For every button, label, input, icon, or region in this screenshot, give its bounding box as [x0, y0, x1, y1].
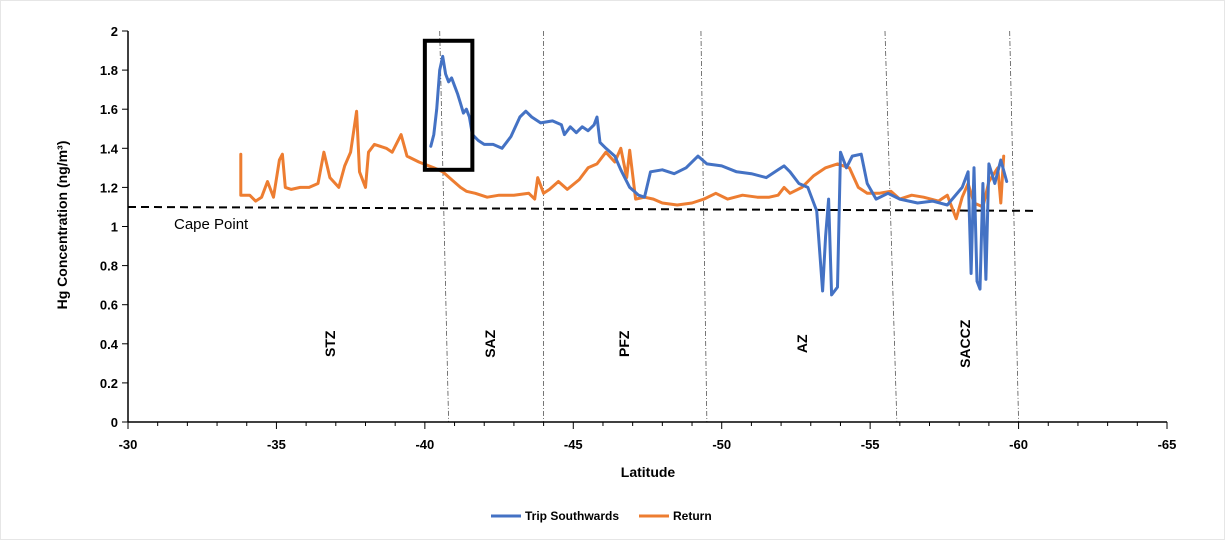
- zone-boundary-1: [439, 30, 450, 423]
- legend-label-trip-southwards: Trip Southwards: [525, 509, 619, 523]
- y-tick-label: 0.4: [100, 337, 119, 352]
- zone-label-saz: SAZ: [482, 329, 498, 357]
- axes: 0 0.2 0.4 0.6 0.8 1 1.2 1.4 1.6 1.8 2 -30 -35 -40 -45 -…: [100, 24, 1176, 452]
- zone-boundary-5: [1009, 30, 1019, 423]
- y-tick-label: 0.8: [100, 259, 118, 274]
- series-line-return: [239, 109, 1006, 221]
- x-tick-label: -60: [1009, 437, 1028, 452]
- x-tick-label: -50: [712, 437, 731, 452]
- highlight-rectangle: [422, 38, 475, 172]
- cape-point-label: Cape Point: [174, 216, 249, 233]
- x-tick-label: -30: [119, 437, 138, 452]
- y-tick-label: 1.6: [100, 102, 118, 117]
- y-tick-label: 1.4: [100, 141, 119, 156]
- y-tick-label: 1: [111, 220, 118, 235]
- zone-label-stz: STZ: [322, 330, 338, 357]
- x-tick-label: -65: [1158, 437, 1177, 452]
- x-tick-label: -35: [267, 437, 286, 452]
- y-tick-label: 0: [111, 415, 118, 430]
- zone-labels: STZ SAZ PFZ AZ SACCZ: [322, 319, 973, 368]
- zone-label-az: AZ: [794, 334, 810, 353]
- y-tick-label: 0.2: [100, 376, 118, 391]
- legend-label-return: Return: [673, 509, 712, 523]
- x-axis-title: Latitude: [621, 464, 676, 480]
- legend: Trip Southwards Return: [491, 509, 712, 523]
- series-lines: [239, 54, 1009, 297]
- y-tick-label: 0.6: [100, 298, 118, 313]
- y-axis-title: Hg Concentration (ng/m³): [54, 141, 70, 310]
- highlight-box: [422, 38, 475, 172]
- y-tick-label: 1.8: [100, 63, 118, 78]
- y-tick-label: 1.2: [100, 180, 118, 195]
- x-tick-label: -40: [415, 437, 434, 452]
- zone-boundaries: [439, 30, 1019, 423]
- zone-boundary-4: [884, 30, 898, 423]
- y-tick-label: 2: [111, 24, 118, 39]
- cape-point-line: [127, 205, 1037, 212]
- zone-label-saccz: SACCZ: [957, 319, 973, 368]
- zone-boundary-3: [700, 30, 708, 423]
- x-tick-label: -55: [861, 437, 880, 452]
- x-tick-label: -45: [564, 437, 583, 452]
- zone-label-pfz: PFZ: [616, 330, 632, 357]
- series-line-trip-southwards: [429, 54, 1009, 297]
- cape-point-reference: Cape Point: [127, 205, 1037, 233]
